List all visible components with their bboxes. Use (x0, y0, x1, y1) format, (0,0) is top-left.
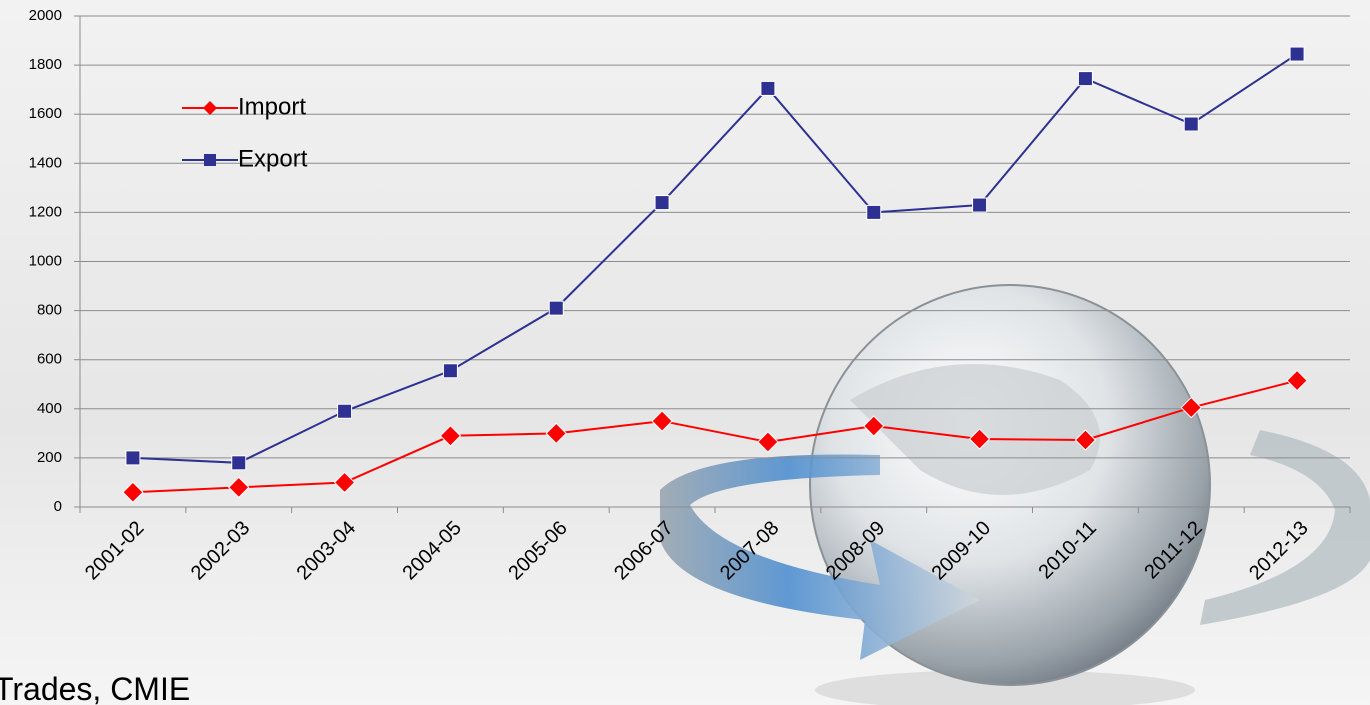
data-point (439, 425, 462, 447)
data-point (760, 80, 776, 96)
y-tick-label: 1400 (29, 154, 62, 171)
data-point (1183, 116, 1199, 132)
y-tick-label: 1800 (29, 56, 62, 73)
y-tick-label: 600 (37, 351, 62, 368)
data-point (866, 204, 882, 220)
y-tick-label: 200 (37, 449, 62, 466)
y-tick-label: 0 (54, 498, 62, 515)
y-tick-label: 800 (37, 302, 62, 319)
legend-marker (203, 101, 217, 115)
data-point (1180, 396, 1202, 419)
legend-label: Import (238, 93, 306, 120)
globe-decoration (660, 284, 1370, 705)
data-point (1077, 71, 1093, 87)
data-point (651, 410, 673, 432)
data-point (1074, 429, 1097, 451)
data-point (1286, 369, 1308, 392)
data-point (333, 471, 356, 494)
data-point (757, 431, 779, 453)
legend: Import Export (182, 93, 308, 172)
series-line (132, 53, 1298, 464)
y-tick-label: 400 (37, 400, 62, 417)
legend-marker (204, 154, 216, 166)
data-point (228, 476, 250, 499)
data-point (548, 300, 564, 316)
data-point (654, 195, 670, 211)
data-point (545, 422, 567, 445)
y-tick-label: 2000 (29, 7, 62, 24)
data-point (968, 428, 991, 450)
data-point (337, 403, 353, 419)
y-tick-label: 1600 (29, 105, 62, 122)
data-point (863, 415, 885, 437)
y-tick-label: 1000 (29, 252, 62, 269)
data-point (125, 450, 141, 466)
data-point (231, 455, 247, 471)
data-point (972, 197, 988, 213)
data-point (1289, 46, 1305, 62)
data-point (122, 481, 144, 503)
series-line (132, 379, 1298, 494)
series-0 (122, 369, 1308, 503)
series-1 (125, 46, 1305, 471)
y-tick-label: 1200 (29, 203, 62, 220)
legend-label: Export (238, 145, 308, 172)
source-text: Trades, CMIE (0, 671, 190, 705)
data-point (442, 363, 458, 379)
